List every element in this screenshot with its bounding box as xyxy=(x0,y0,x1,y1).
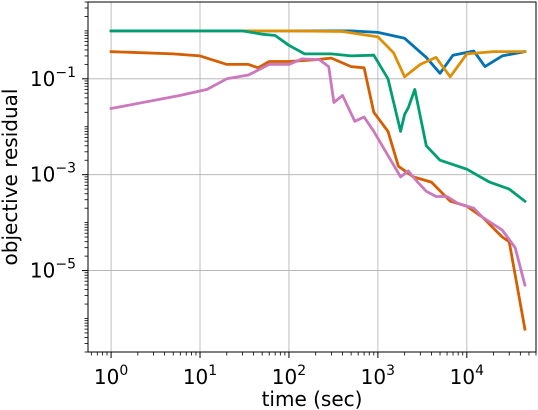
x-tick-label: 101 xyxy=(183,363,217,389)
series-line-2 xyxy=(109,29,527,79)
y-tick-label: 10−5 xyxy=(30,257,76,283)
y-tick-label: 10−1 xyxy=(30,65,76,91)
x-tick-label: 102 xyxy=(272,363,306,389)
series-line-4 xyxy=(109,50,527,331)
x-axis-label: time (sec) xyxy=(262,387,363,410)
x-tick-label: 100 xyxy=(94,363,128,389)
series-group xyxy=(109,29,527,331)
ticks: 100 101 102 103 104 10−5 10−3 10−1 xyxy=(30,1,537,389)
series-line-5 xyxy=(109,57,527,287)
series-line-3 xyxy=(109,29,527,204)
y-tick-label: 10−3 xyxy=(30,161,76,187)
x-tick-label: 104 xyxy=(450,363,484,389)
x-tick-label: 103 xyxy=(361,363,395,389)
y-axis-label: objective residual xyxy=(0,89,22,266)
